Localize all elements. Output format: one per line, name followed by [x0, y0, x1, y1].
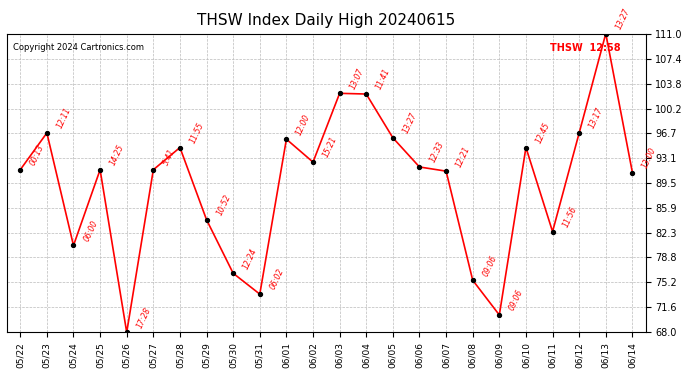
Text: 09:06: 09:06: [481, 254, 499, 278]
Text: 00:13: 00:13: [28, 143, 46, 167]
Point: [121, 329, 132, 335]
Text: Copyright 2024 Cartronics.com: Copyright 2024 Cartronics.com: [13, 42, 144, 51]
Text: 13:17: 13:17: [587, 106, 605, 130]
Point: [308, 159, 319, 165]
Text: 12:33: 12:33: [428, 140, 445, 164]
Point: [148, 167, 159, 173]
Point: [573, 130, 584, 136]
Text: 06:00: 06:00: [82, 219, 99, 243]
Text: 11:56: 11:56: [561, 205, 578, 229]
Point: [600, 31, 611, 37]
Point: [547, 229, 558, 235]
Text: 15:21: 15:21: [322, 135, 339, 159]
Text: 10:52: 10:52: [215, 193, 233, 217]
Point: [334, 90, 345, 96]
Title: THSW Index Daily High 20240615: THSW Index Daily High 20240615: [197, 13, 455, 28]
Point: [520, 144, 531, 150]
Text: 12:21: 12:21: [455, 144, 472, 168]
Text: 12:24: 12:24: [241, 247, 259, 270]
Point: [95, 167, 106, 173]
Text: 13:00: 13:00: [641, 146, 658, 170]
Text: 13:27: 13:27: [614, 7, 631, 31]
Point: [441, 168, 452, 174]
Point: [255, 291, 266, 297]
Text: 12:45: 12:45: [534, 121, 552, 145]
Point: [281, 136, 292, 142]
Point: [494, 312, 505, 318]
Point: [228, 270, 239, 276]
Text: 13:27: 13:27: [401, 111, 419, 135]
Text: 5:41: 5:41: [161, 147, 177, 167]
Point: [201, 217, 212, 223]
Point: [41, 130, 52, 136]
Text: 06:02: 06:02: [268, 267, 286, 291]
Text: 14:25: 14:25: [108, 143, 126, 167]
Point: [467, 277, 478, 283]
Text: THSW  12:58: THSW 12:58: [550, 42, 620, 52]
Text: 12:00: 12:00: [295, 112, 313, 136]
Point: [175, 144, 186, 150]
Text: 11:41: 11:41: [375, 68, 392, 91]
Text: 12:11: 12:11: [55, 106, 72, 130]
Text: 11:55: 11:55: [188, 121, 206, 145]
Point: [387, 135, 398, 141]
Point: [361, 91, 372, 97]
Point: [414, 164, 425, 170]
Text: 13:07: 13:07: [348, 67, 366, 90]
Text: 17:28: 17:28: [135, 306, 152, 330]
Point: [627, 170, 638, 176]
Text: 09:06: 09:06: [508, 288, 525, 312]
Point: [14, 167, 26, 173]
Point: [68, 243, 79, 249]
